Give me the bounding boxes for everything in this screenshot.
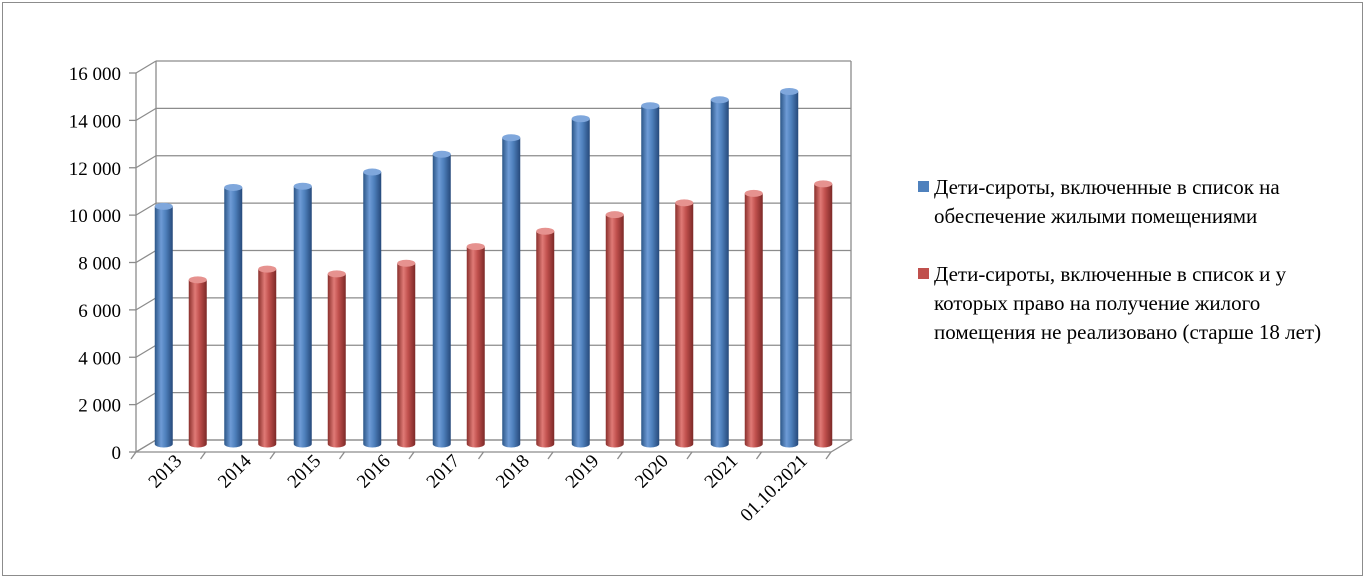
legend-label-series-1: Дети-сироты, включенные в список на обес…	[934, 175, 1280, 228]
y-tick-label: 16 000	[69, 64, 121, 85]
x-tick-mark	[755, 451, 763, 460]
x-tick-mark	[338, 451, 346, 460]
x-tick-label: 2014	[214, 450, 256, 492]
gridline-side	[135, 297, 157, 311]
legend-item-series-2: Дети-сироты, включенные в список и у кот…	[918, 260, 1358, 347]
bar-red	[605, 211, 624, 448]
bar-blue	[224, 183, 243, 448]
y-tick-label: 0	[112, 443, 122, 464]
x-tick-mark	[616, 451, 624, 460]
bar-red	[814, 180, 833, 448]
bar-blue	[641, 102, 660, 448]
y-tick-label: 12 000	[69, 159, 121, 180]
gridline-side	[135, 249, 157, 264]
y-tick-label: 10 000	[69, 206, 121, 227]
chart-floor	[133, 439, 854, 453]
legend-item-series-1: Дети-сироты, включенные в список на обес…	[918, 173, 1358, 231]
x-tick-label: 2019	[562, 451, 604, 493]
x-tick-label: 2016	[353, 451, 395, 493]
x-tick-mark	[269, 451, 276, 460]
x-tick-label: 2018	[492, 451, 534, 493]
y-axis-ticks: 0 2 000 4 000 6 000 8 000 10 000 12 000 14 000 1…	[69, 64, 121, 464]
grid-lines	[135, 60, 851, 453]
y-tick-label: 8 000	[78, 254, 121, 275]
bar-red	[744, 189, 763, 448]
bar-blue	[502, 134, 521, 448]
x-tick-label: 2021	[701, 451, 743, 493]
legend-swatch-red	[918, 268, 929, 279]
bar-blue	[154, 202, 173, 448]
x-tick-mark	[686, 451, 693, 460]
bars	[154, 88, 833, 448]
x-tick-label: 01.10.2021	[736, 451, 811, 526]
x-tick-mark	[477, 451, 485, 460]
bar-red	[536, 227, 555, 448]
bar-red	[258, 265, 277, 448]
gridline-side	[135, 202, 157, 216]
y-tick-label: 6 000	[78, 301, 121, 322]
gridline-side	[135, 392, 157, 406]
x-tick-label: 2015	[284, 451, 326, 493]
y-tick-label: 14 000	[69, 111, 121, 132]
x-tick-label: 2020	[631, 451, 673, 493]
chart-legend: Дети-сироты, включенные в список на обес…	[918, 173, 1358, 376]
bar-blue	[293, 182, 312, 448]
x-tick-label: 2017	[423, 451, 465, 493]
x-tick-mark	[547, 451, 554, 460]
bar-red	[397, 259, 416, 448]
bar-chart: 0 2 000 4 000 6 000 8 000 10 000 12 000 14 000 1…	[69, 60, 854, 526]
x-tick-mark	[408, 451, 415, 460]
gridline-side	[135, 107, 157, 121]
gridline-side	[135, 60, 157, 74]
x-tick-label: 2013	[145, 451, 187, 493]
bar-red	[675, 199, 694, 448]
y-tick-label: 2 000	[78, 396, 121, 417]
y-tick-label: 4 000	[78, 348, 121, 369]
bar-red	[327, 270, 346, 448]
gridline-side	[135, 344, 157, 358]
x-tick-mark	[199, 451, 207, 460]
legend-label-series-2: Дети-сироты, включенные в список и у кот…	[934, 262, 1322, 344]
bar-blue	[780, 88, 799, 448]
bar-blue	[710, 96, 729, 448]
bar-blue	[571, 115, 590, 448]
x-tick-mark	[130, 451, 137, 460]
gridline-side	[135, 155, 157, 169]
bar-blue	[432, 150, 451, 448]
legend-swatch-blue	[918, 181, 929, 192]
bar-red	[466, 243, 485, 448]
x-tick-mark	[825, 451, 832, 460]
bar-blue	[363, 168, 382, 448]
x-axis-ticks: 2013 2014 2015 2016 2017 2018 2019 2020 202101.1…	[145, 450, 812, 526]
bar-red	[188, 276, 207, 448]
